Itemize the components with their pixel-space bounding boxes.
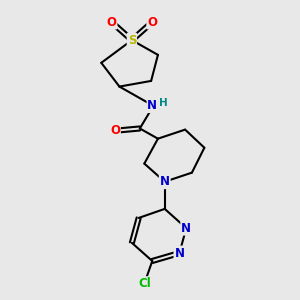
Text: O: O [110,124,120,137]
Text: O: O [147,16,157,28]
Text: N: N [160,175,170,188]
Text: H: H [158,98,167,108]
Text: N: N [181,222,191,235]
Text: S: S [128,34,136,46]
Text: N: N [174,247,184,260]
Text: Cl: Cl [138,277,151,290]
Text: O: O [106,16,116,28]
Text: N: N [147,99,157,112]
